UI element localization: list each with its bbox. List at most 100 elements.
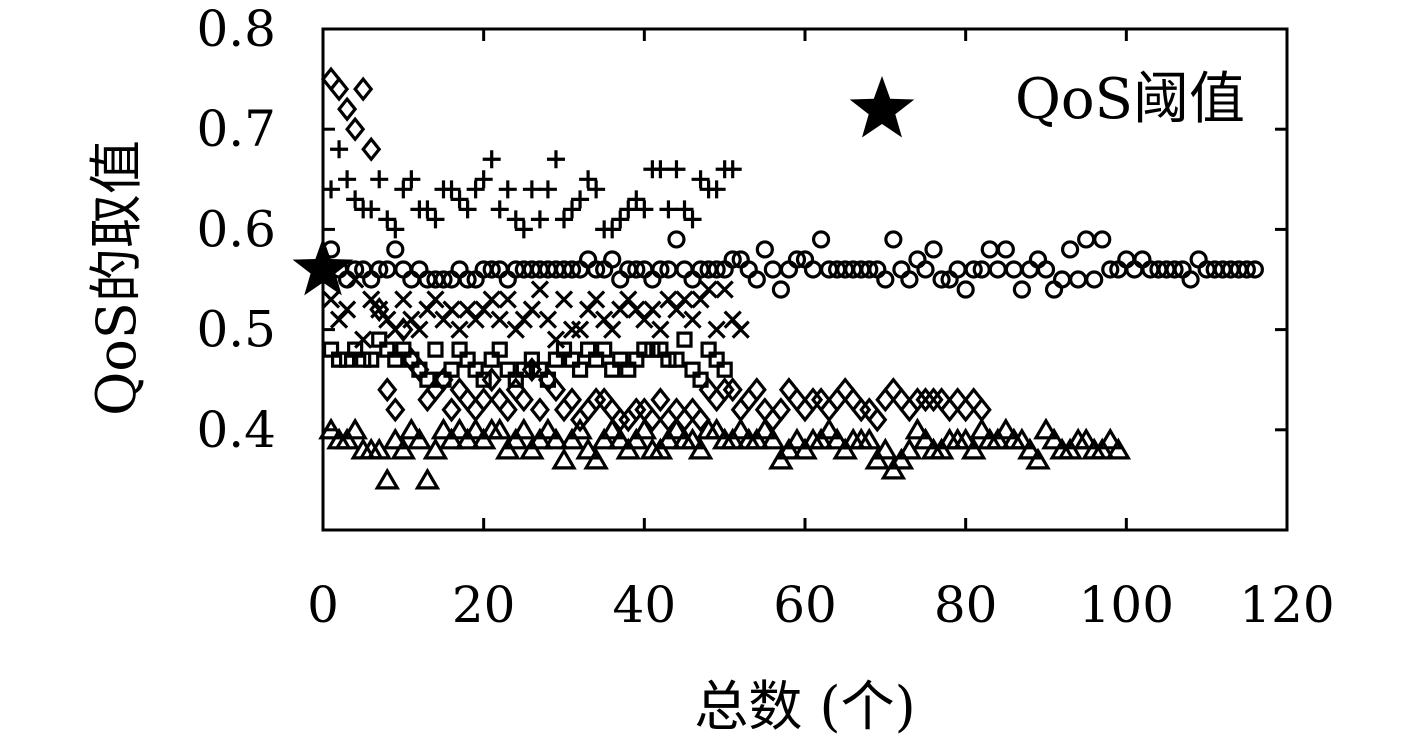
data-point-plus — [691, 170, 710, 189]
data-point-diamond — [561, 387, 583, 413]
data-point-circle — [884, 230, 903, 249]
data-point-diamond — [899, 397, 920, 423]
data-point-circle — [707, 260, 726, 279]
data-point-square — [668, 351, 685, 368]
data-point-triangle — [543, 427, 569, 450]
data-point-diamond — [706, 387, 727, 413]
x-tick-label-80: 80 — [934, 576, 998, 634]
data-point-plus — [563, 200, 582, 219]
data-point-circle — [1237, 260, 1256, 279]
data-point-square — [716, 361, 733, 378]
data-point-circle — [876, 270, 895, 289]
data-point-circle — [1117, 250, 1136, 269]
data-point-circle — [1069, 270, 1088, 289]
data-point-triangle — [1025, 447, 1051, 470]
data-point-circle — [338, 270, 357, 289]
data-point-circle — [892, 260, 911, 279]
data-point-circle — [587, 260, 606, 279]
data-point-cross — [546, 330, 566, 349]
data-point-cross — [386, 320, 405, 339]
data-point-diamond — [819, 397, 840, 423]
data-point-diamond — [353, 76, 374, 102]
data-point-triangle — [406, 427, 433, 450]
data-point-plus — [466, 180, 485, 199]
data-point-plus — [555, 210, 573, 229]
data-point-diamond — [320, 66, 342, 92]
data-point-circle — [755, 240, 774, 259]
x-axis-title: 总数 (个) — [694, 675, 915, 738]
data-point-triangle — [462, 417, 489, 440]
data-point-circle — [1125, 260, 1144, 279]
data-point-plus — [667, 160, 686, 179]
data-point-circle — [988, 260, 1007, 279]
data-point-cross — [522, 300, 541, 319]
data-point-triangle — [535, 417, 561, 440]
data-point-diamond — [626, 397, 647, 423]
data-point-circle — [410, 260, 429, 279]
data-point-plus — [579, 170, 598, 189]
data-point-plus — [474, 170, 493, 189]
data-point-circle — [908, 250, 927, 269]
data-point-cross — [450, 320, 469, 339]
data-point-plus — [330, 140, 349, 159]
data-point-diamond — [851, 397, 872, 423]
data-point-plus — [546, 150, 565, 169]
data-point-circle — [956, 280, 975, 299]
x-tick-label-100: 100 — [1079, 576, 1174, 634]
data-point-plus — [571, 190, 590, 209]
legend: QoS阈值 — [849, 67, 1245, 138]
data-point-cross — [394, 290, 413, 309]
data-point-cross — [346, 270, 365, 289]
data-point-plus — [322, 180, 341, 199]
data-point-cross — [683, 310, 702, 329]
data-point-plus — [442, 180, 461, 199]
data-point-circle — [675, 260, 694, 279]
data-point-circle — [1020, 260, 1040, 279]
data-point-plus — [530, 210, 549, 229]
data-point-circle — [1085, 270, 1104, 289]
data-point-cross — [530, 280, 550, 299]
data-point-circle — [1181, 270, 1200, 289]
data-point-triangle — [446, 417, 473, 440]
data-point-circle — [611, 270, 630, 289]
data-point-cross — [731, 320, 750, 339]
data-point-plus — [603, 220, 622, 239]
data-point-triangle — [784, 427, 810, 450]
data-point-plus — [522, 180, 541, 199]
y-axis-title: QoS的取值 — [85, 140, 148, 416]
data-point-circle — [386, 240, 405, 259]
data-point-plus — [370, 170, 389, 189]
data-point-diamond — [947, 387, 968, 413]
data-point-circle — [434, 270, 453, 289]
data-point-diamond — [843, 387, 864, 413]
data-point-square — [443, 361, 460, 378]
data-point-circle — [1052, 270, 1072, 289]
data-point-diamond — [754, 397, 775, 423]
data-point-plus — [619, 200, 638, 219]
data-point-cross — [337, 300, 357, 319]
data-point-plus — [490, 200, 509, 219]
data-point-diamond — [497, 397, 518, 423]
data-point-cross — [699, 280, 718, 299]
data-point-diamond — [586, 387, 607, 413]
data-point-cross — [675, 290, 694, 309]
data-point-diamond — [891, 387, 912, 413]
data-point-circle — [1044, 280, 1064, 299]
data-point-diamond — [578, 397, 599, 423]
data-point-plus — [402, 170, 421, 189]
data-point-plus — [450, 190, 469, 209]
data-point-plus — [611, 210, 630, 229]
data-point-circle — [916, 260, 935, 279]
data-point-circle — [450, 260, 469, 279]
data-point-plus — [651, 160, 670, 179]
data-point-triangle — [567, 417, 593, 440]
data-point-plus — [538, 180, 557, 199]
data-point-plus — [587, 180, 606, 199]
data-point-plus — [362, 200, 381, 219]
data-point-triangle — [824, 427, 850, 450]
data-point-circle — [1165, 260, 1184, 279]
data-point-cross — [603, 320, 622, 339]
data-point-plus — [418, 200, 437, 219]
data-point-circle — [643, 270, 662, 289]
